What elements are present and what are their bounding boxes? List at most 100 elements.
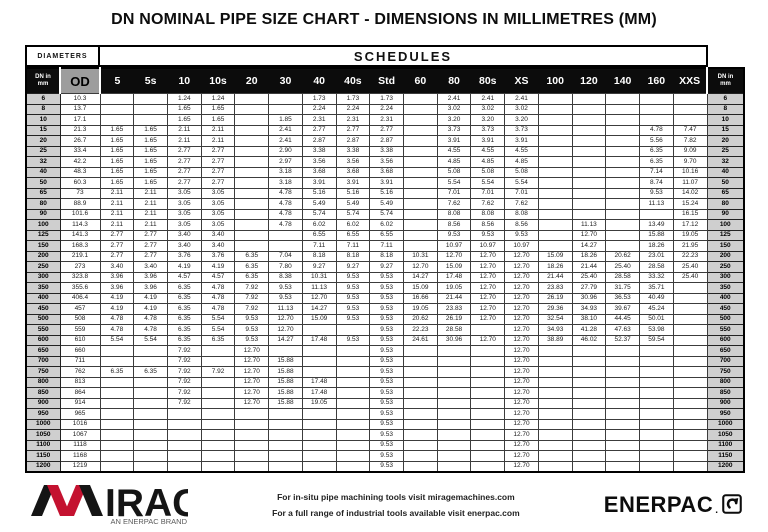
table-row: 650 660 7.92 12.70 9.53 12.70 650 [25,345,745,357]
wall-thickness-cell: 7.92 [166,397,202,409]
wall-thickness-cell [335,345,371,357]
wall-thickness-cell: 2.77 [335,124,371,136]
wall-thickness-cell: 8.56 [470,219,506,231]
dn-cell: 400 [25,292,61,304]
wall-thickness-cell [133,460,168,473]
wall-thickness-cell [99,418,135,430]
wall-thickness-cell [402,460,438,473]
wall-thickness-cell: 17.48 [301,334,337,346]
wall-thickness-cell [639,387,674,399]
wall-thickness-cell: 1.73 [369,93,404,105]
wall-thickness-cell: 3.68 [335,166,371,178]
dn-cell: 8 [25,103,61,115]
wall-thickness-cell [537,219,573,231]
wall-thickness-cell: 34.93 [537,324,573,336]
wall-thickness-cell: 10.97 [504,240,539,252]
dn-cell: 6 [706,93,745,105]
wall-thickness-cell: 9.53 [234,313,270,325]
wall-thickness-cell: 3.05 [200,219,236,231]
table-row: 40 48.3 1.65 1.65 2.77 2.77 3.18 3.68 3.68 3.68 5.… [25,166,745,178]
table-row: 950 965 9.53 12.70 950 [25,408,745,420]
wall-thickness-cell [605,355,640,367]
wall-thickness-cell: 12.70 [504,450,539,462]
wall-thickness-cell [571,114,607,126]
wall-thickness-cell [436,355,472,367]
wall-thickness-cell: 3.20 [470,114,506,126]
wall-thickness-cell: 5.54 [200,313,236,325]
wall-thickness-cell: 8.18 [301,250,337,262]
wall-thickness-cell [672,334,708,346]
wall-thickness-cell: 4.57 [166,271,202,283]
wall-thickness-cell [166,439,202,451]
wall-thickness-cell: 3.91 [369,177,404,189]
wall-thickness-cell: 22.23 [672,250,708,262]
wall-thickness-cell: 3.76 [200,250,236,262]
wall-thickness-cell [200,387,236,399]
wall-thickness-cell [672,292,708,304]
wall-thickness-cell: 19.05 [301,397,337,409]
wall-thickness-cell: 3.20 [504,114,539,126]
od-cell: 762 [59,366,101,378]
wall-thickness-cell: 28.58 [436,324,472,336]
wall-thickness-cell: 19.05 [436,282,472,294]
wall-thickness-cell [537,135,573,147]
wall-thickness-cell [335,450,371,462]
wall-thickness-cell [571,439,607,451]
wall-thickness-cell: 6.35 [166,324,202,336]
dn-cell: 150 [25,240,61,252]
table-row: 65 73 2.11 2.11 3.05 3.05 4.78 5.16 5.16 5.16 7.01… [25,187,745,199]
dn-column-header: DN in mm [26,68,60,94]
enerpac-logo-dot: . [715,505,718,516]
table-row: 1050 1067 9.53 12.70 1050 [25,429,745,441]
wall-thickness-cell: 15.88 [268,366,303,378]
dn-cell: 15 [25,124,61,136]
wall-thickness-cell [335,355,371,367]
wall-thickness-cell [99,103,135,115]
wall-thickness-cell: 18.26 [571,250,607,262]
wall-thickness-cell: 7.47 [672,124,708,136]
wall-thickness-cell: 3.56 [335,156,371,168]
wall-thickness-cell: 6.35 [234,250,270,262]
wall-thickness-cell: 11.13 [639,198,674,210]
table-row: 700 711 7.92 12.70 15.88 9.53 12.70 700 [25,355,745,367]
wall-thickness-cell [133,439,168,451]
wall-thickness-cell: 4.78 [268,219,303,231]
wall-thickness-cell: 3.02 [470,103,506,115]
wall-thickness-cell [402,145,438,157]
wall-thickness-cell [268,418,303,430]
wall-thickness-cell: 53.98 [639,324,674,336]
wall-thickness-cell: 12.70 [504,345,539,357]
wall-thickness-cell [301,450,337,462]
wall-thickness-cell: 12.70 [301,292,337,304]
wall-thickness-cell: 3.18 [268,177,303,189]
wall-thickness-cell [470,460,506,473]
wall-thickness-cell [402,387,438,399]
dn-cell: 20 [706,135,745,147]
wall-thickness-cell [605,418,640,430]
wall-thickness-cell: 2.11 [133,187,168,199]
od-cell: 914 [59,397,101,409]
wall-thickness-cell: 9.53 [369,387,404,399]
footer-tagline: For in-situ pipe machining tools visit m… [272,489,520,521]
dn-cell: 250 [25,261,61,273]
wall-thickness-cell [571,376,607,388]
wall-thickness-cell: 2.41 [504,93,539,105]
wall-thickness-cell: 9.27 [335,261,371,273]
wall-thickness-cell: 3.40 [166,229,202,241]
wall-thickness-cell: 9.53 [369,324,404,336]
wall-thickness-cell: 12.70 [470,292,506,304]
wall-thickness-cell: 7.92 [166,366,202,378]
table-row: 900 914 7.92 12.70 15.88 19.05 9.53 12.70 900 [25,397,745,409]
wall-thickness-cell: 12.70 [504,408,539,420]
wall-thickness-cell: 4.19 [133,292,168,304]
wall-thickness-cell: 5.08 [436,166,472,178]
table-body: 6 10.3 1.24 1.24 1.73 1.73 1.73 2.41 2.41 2.41 6 8 1… [25,93,745,473]
wall-thickness-cell: 12.70 [234,376,270,388]
wall-thickness-cell [234,229,270,241]
wall-thickness-cell: 21.44 [537,271,573,283]
wall-thickness-cell: 12.70 [402,261,438,273]
dn-cell: 200 [25,250,61,262]
dn-cell: 550 [706,324,745,336]
wall-thickness-cell [571,429,607,441]
pipe-size-table: DN in mm OD 5 5s 10 10s 20 30 40 40s Std 60 80 80s XS 10… [25,67,745,473]
